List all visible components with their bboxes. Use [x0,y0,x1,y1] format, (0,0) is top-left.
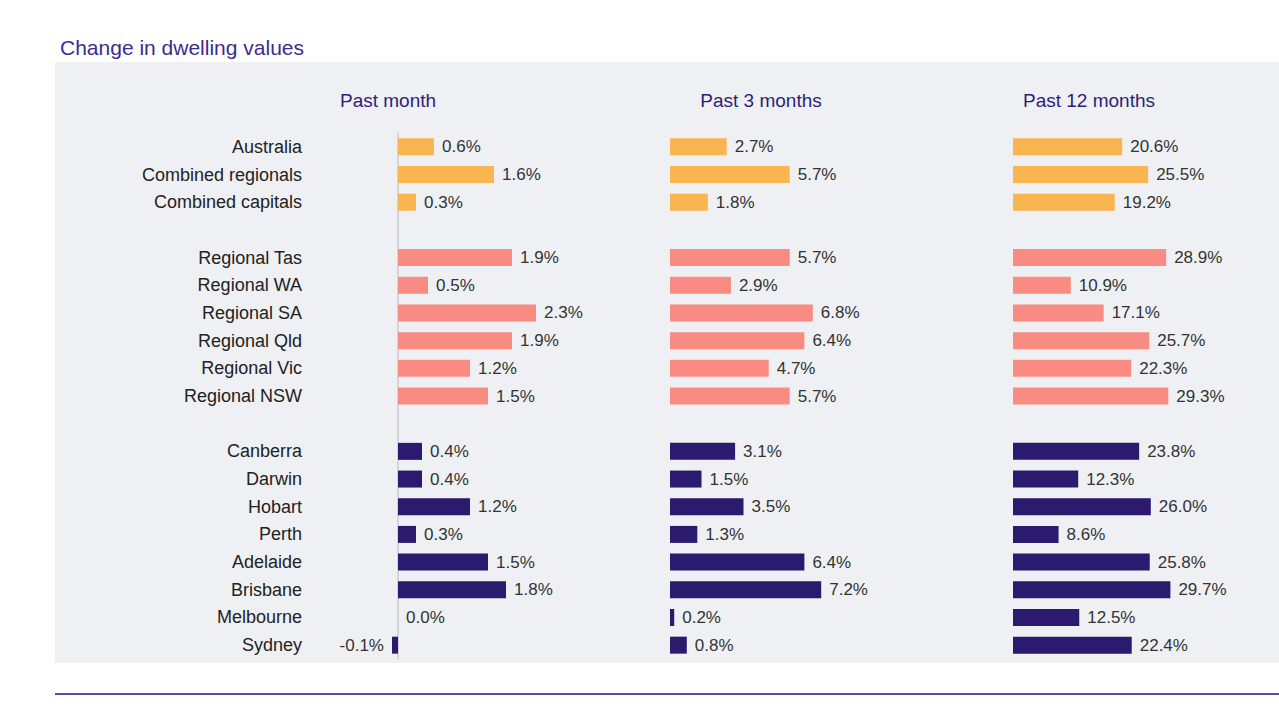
svg-text:Past 3 months: Past 3 months [700,90,821,111]
svg-text:3.5%: 3.5% [752,497,791,516]
svg-text:0.8%: 0.8% [695,636,734,655]
svg-text:Melbourne: Melbourne [217,607,302,627]
svg-text:1.8%: 1.8% [716,193,755,212]
svg-text:Regional Tas: Regional Tas [198,248,302,268]
svg-text:1.6%: 1.6% [502,165,541,184]
svg-text:2.7%: 2.7% [735,137,774,156]
svg-text:5.7%: 5.7% [798,248,837,267]
svg-text:Hobart: Hobart [248,497,302,517]
svg-text:26.0%: 26.0% [1159,497,1207,516]
svg-text:Combined regionals: Combined regionals [142,165,302,185]
svg-text:1.8%: 1.8% [514,580,553,599]
svg-text:Sydney: Sydney [242,635,302,655]
svg-text:6.8%: 6.8% [821,303,860,322]
svg-text:25.8%: 25.8% [1158,553,1206,572]
svg-text:Regional Qld: Regional Qld [198,331,302,351]
svg-text:1.9%: 1.9% [520,248,559,267]
svg-text:1.5%: 1.5% [710,470,749,489]
svg-text:Canberra: Canberra [227,441,303,461]
svg-text:Regional Vic: Regional Vic [201,358,302,378]
svg-text:Past month: Past month [340,90,436,111]
svg-text:Regional WA: Regional WA [198,275,302,295]
svg-text:1.2%: 1.2% [478,497,517,516]
svg-text:2.9%: 2.9% [739,276,778,295]
svg-text:25.7%: 25.7% [1157,331,1205,350]
svg-text:0.3%: 0.3% [424,193,463,212]
svg-text:Perth: Perth [259,524,302,544]
svg-text:Regional NSW: Regional NSW [184,386,302,406]
svg-text:0.4%: 0.4% [430,442,469,461]
svg-text:Adelaide: Adelaide [232,552,302,572]
svg-text:2.3%: 2.3% [544,303,583,322]
svg-text:Brisbane: Brisbane [231,580,302,600]
svg-text:12.3%: 12.3% [1086,470,1134,489]
svg-text:Regional SA: Regional SA [202,303,302,323]
svg-text:20.6%: 20.6% [1130,137,1178,156]
svg-text:3.1%: 3.1% [743,442,782,461]
svg-text:4.7%: 4.7% [777,359,816,378]
svg-text:1.5%: 1.5% [496,553,535,572]
svg-text:Change in dwelling values: Change in dwelling values [60,36,304,59]
svg-text:0.0%: 0.0% [406,608,445,627]
svg-text:29.3%: 29.3% [1176,387,1224,406]
svg-text:1.5%: 1.5% [496,387,535,406]
svg-text:0.2%: 0.2% [682,608,721,627]
svg-text:Darwin: Darwin [246,469,302,489]
svg-text:Australia: Australia [232,137,303,157]
svg-text:10.9%: 10.9% [1079,276,1127,295]
svg-text:-0.1%: -0.1% [340,636,384,655]
svg-text:23.8%: 23.8% [1147,442,1195,461]
svg-text:22.4%: 22.4% [1140,636,1188,655]
svg-text:6.4%: 6.4% [812,331,851,350]
svg-text:28.9%: 28.9% [1174,248,1222,267]
svg-text:Past 12 months: Past 12 months [1023,90,1155,111]
svg-text:6.4%: 6.4% [812,553,851,572]
svg-text:1.9%: 1.9% [520,331,559,350]
svg-text:0.4%: 0.4% [430,470,469,489]
svg-text:17.1%: 17.1% [1112,303,1160,322]
svg-text:22.3%: 22.3% [1139,359,1187,378]
svg-text:12.5%: 12.5% [1087,608,1135,627]
svg-text:0.5%: 0.5% [436,276,475,295]
svg-text:29.7%: 29.7% [1178,580,1226,599]
svg-text:25.5%: 25.5% [1156,165,1204,184]
svg-text:8.6%: 8.6% [1067,525,1106,544]
svg-text:1.2%: 1.2% [478,359,517,378]
svg-text:7.2%: 7.2% [829,580,868,599]
svg-text:5.7%: 5.7% [798,387,837,406]
svg-text:Combined capitals: Combined capitals [154,192,302,212]
svg-text:1.3%: 1.3% [705,525,744,544]
svg-text:0.3%: 0.3% [424,525,463,544]
svg-text:19.2%: 19.2% [1123,193,1171,212]
svg-text:0.6%: 0.6% [442,137,481,156]
svg-text:5.7%: 5.7% [798,165,837,184]
